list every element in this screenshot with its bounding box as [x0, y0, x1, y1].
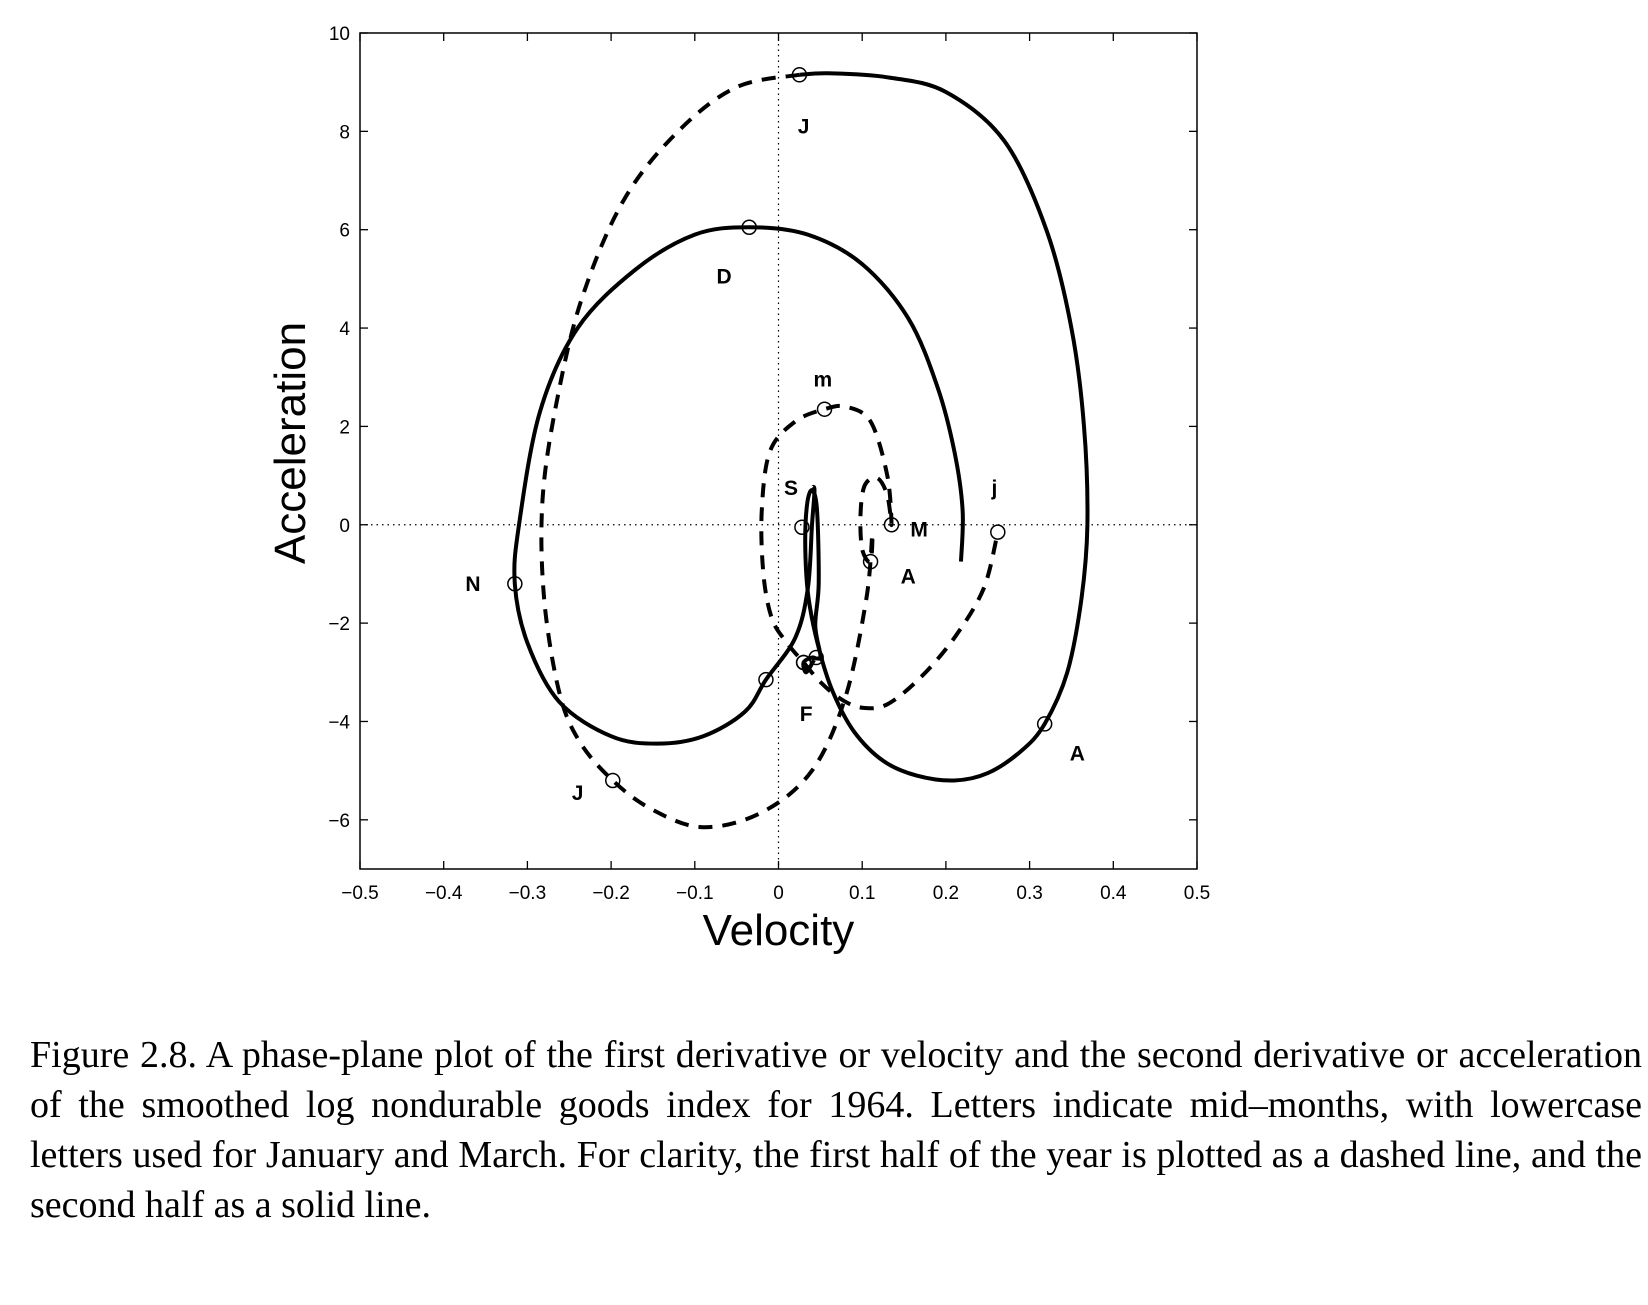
- x-tick-label: −0.3: [509, 883, 547, 904]
- tick-labels: −0.5 −0.4 −0.3 −0.2 −0.1 0 0.1 0.2 0.3 0.4 0.5 −6 −4…: [328, 24, 1210, 904]
- x-tick-label: −0.4: [425, 883, 463, 904]
- x-tick-label: 0.5: [1184, 883, 1210, 904]
- month-label: J: [572, 782, 584, 805]
- chart-canvas: JjDmSMANFAJ −0.5−0.4−0.3−0.2−0.100.10.20…: [0, 0, 1648, 1020]
- x-tick-label: 0.4: [1100, 883, 1127, 904]
- month-label: M: [910, 519, 928, 542]
- y-tick-label: −6: [328, 811, 350, 832]
- x-axis-title: Velocity: [703, 906, 855, 955]
- y-tick-label: 4: [339, 319, 350, 340]
- y-tick-label: −4: [328, 712, 350, 733]
- month-label: N: [465, 573, 480, 596]
- y-tick-label: −2: [328, 614, 350, 635]
- mid-month-marker: [606, 773, 620, 787]
- mid-month-marker: [991, 525, 1005, 539]
- month-label: j: [991, 477, 998, 500]
- x-tick-label: 0.3: [1016, 883, 1042, 904]
- month-label: D: [717, 265, 732, 288]
- month-label: A: [901, 565, 916, 588]
- x-tick-label: −0.5: [341, 883, 379, 904]
- second-half-solid-line-1: [799, 73, 1087, 780]
- x-tick-label: −0.1: [676, 883, 714, 904]
- first-half-dashed-line: [541, 75, 997, 827]
- month-label: A: [1070, 742, 1085, 765]
- month-label: F: [800, 703, 813, 726]
- month-label: J: [798, 115, 810, 138]
- y-tick-label: 10: [329, 24, 350, 45]
- month-label: S: [784, 477, 798, 500]
- y-axis-title: Acceleration: [266, 322, 315, 564]
- x-tick-label: 0: [773, 883, 784, 904]
- y-tick-label: 2: [339, 417, 350, 438]
- y-tick-label: 0: [339, 516, 350, 537]
- y-tick-label: 8: [339, 122, 350, 143]
- x-tick-label: 0.1: [849, 883, 875, 904]
- x-tick-label: 0.2: [933, 883, 959, 904]
- month-label: m: [814, 369, 833, 392]
- figure-caption: Figure 2.8. A phase-plane plot of the fi…: [30, 1030, 1642, 1230]
- phase-plane-chart: JjDmSMANFAJ −0.5−0.4−0.3−0.2−0.100.10.20…: [0, 0, 1648, 1020]
- x-tick-label: −0.2: [592, 883, 630, 904]
- y-tick-label: 6: [339, 221, 350, 242]
